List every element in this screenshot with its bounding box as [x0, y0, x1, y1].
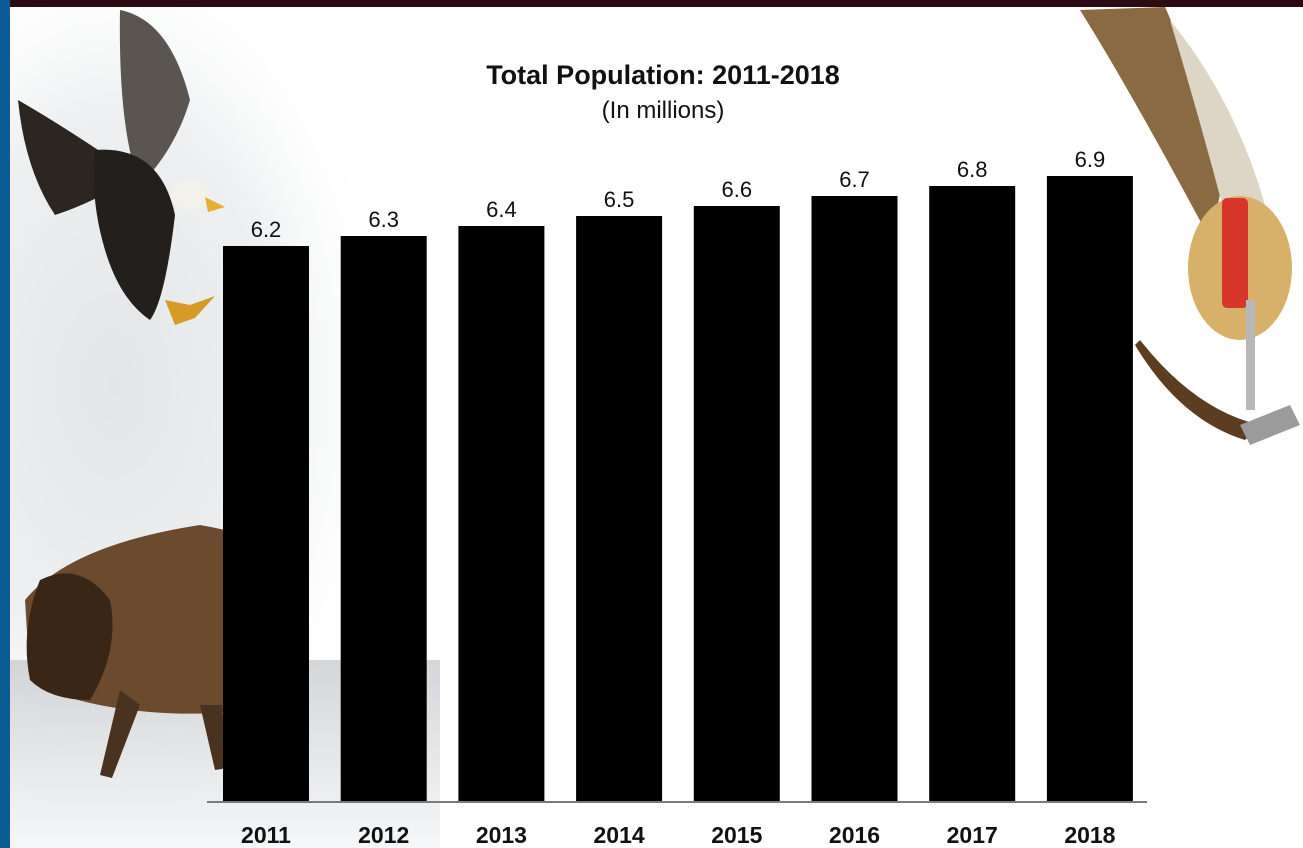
- chart-subtitle: (In millions): [602, 97, 725, 124]
- value-label-2016: 6.7: [839, 167, 870, 192]
- x-tick-2011: 2011: [241, 822, 291, 848]
- value-label-2017: 6.8: [957, 157, 988, 182]
- bar-2015: [693, 206, 780, 802]
- top-band: [0, 0, 1303, 7]
- x-tick-labels: 2011 2012 2013 2014 2015 2016 2017 2018: [241, 822, 1116, 848]
- x-tick-2017: 2017: [947, 822, 998, 848]
- value-label-2014: 6.5: [604, 187, 635, 212]
- eagle-illustration: [18, 10, 225, 325]
- bar-2012: [340, 236, 427, 802]
- value-labels: 6.2 6.3 6.4 6.5 6.6 6.7 6.8 6.9: [251, 147, 1105, 242]
- bar-2011: [223, 246, 309, 802]
- chart-title: Total Population: 2011-2018: [486, 60, 840, 90]
- value-label-2018: 6.9: [1075, 147, 1106, 172]
- left-band: [0, 0, 10, 848]
- value-label-2011: 6.2: [251, 217, 282, 242]
- bars: [223, 176, 1133, 802]
- bar-2014: [576, 216, 663, 802]
- x-tick-2015: 2015: [711, 822, 762, 848]
- x-tick-2016: 2016: [829, 822, 880, 848]
- bar-2013: [458, 226, 545, 802]
- value-label-2012: 6.3: [368, 207, 399, 232]
- value-label-2015: 6.6: [722, 177, 753, 202]
- x-tick-2014: 2014: [594, 822, 645, 848]
- bar-2017: [929, 186, 1016, 802]
- x-tick-2013: 2013: [476, 822, 527, 848]
- value-label-2013: 6.4: [486, 197, 517, 222]
- bar-2018: [1046, 176, 1133, 802]
- x-tick-2012: 2012: [358, 822, 409, 848]
- feather-rattle-illustration: [1080, 7, 1300, 445]
- x-tick-2018: 2018: [1064, 822, 1115, 848]
- bar-2016: [811, 196, 898, 802]
